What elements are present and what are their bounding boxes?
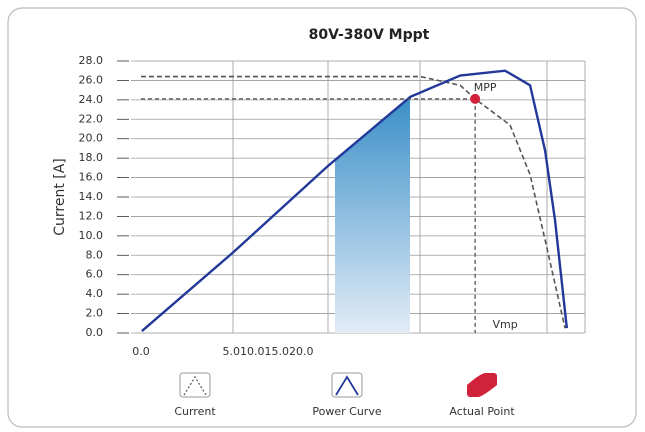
y-tick-label: 6.0 <box>86 268 104 281</box>
legend-icon <box>331 372 363 398</box>
y-tick-label: 12.0 <box>79 209 104 222</box>
power-curve <box>141 69 569 332</box>
legend-label: Actual Point <box>449 405 515 418</box>
y-tick-label: 0.0 <box>86 326 104 339</box>
legend-label: Power Curve <box>312 405 381 418</box>
y-tick-label: 14.0 <box>79 190 104 203</box>
y-tick-label: 2.0 <box>86 307 104 320</box>
y-tick-label: 8.0 <box>86 248 104 261</box>
y-tick-label: 4.0 <box>86 287 104 300</box>
y-tick-label: 16.0 <box>79 171 104 184</box>
actual-point <box>470 93 481 104</box>
annotation: Vmp <box>493 318 518 331</box>
frame <box>7 7 637 428</box>
legend-icon-detail <box>467 372 497 397</box>
x-tick-label: 5.010.015.020.0 <box>223 345 314 358</box>
y-tick-label: 24.0 <box>79 93 104 106</box>
y-tick-label: 18.0 <box>79 151 104 164</box>
current-line <box>140 75 566 329</box>
legend-item: Actual Point <box>449 372 515 418</box>
y-axis-label: Current [A] <box>52 158 68 236</box>
annotation: MPP <box>474 81 497 94</box>
legend-item: Current <box>174 372 216 418</box>
y-tick-label: 26.0 <box>79 73 104 86</box>
y-tick-label: 10.0 <box>79 229 104 242</box>
shaded-region <box>335 97 410 334</box>
y-tick-label: 20.0 <box>79 132 104 145</box>
y-tick-label: 22.0 <box>79 112 104 125</box>
x-tick-label: 0.0 <box>132 345 150 358</box>
chart-title: 80V-380V Mppt <box>309 27 430 43</box>
legend-icon-detail <box>183 375 207 396</box>
legend-icon <box>179 372 211 398</box>
legend-item: Power Curve <box>312 372 382 418</box>
legend-label: Current <box>174 405 216 418</box>
legend-icon-detail <box>335 375 359 396</box>
y-tick-label: 28.0 <box>79 54 104 67</box>
